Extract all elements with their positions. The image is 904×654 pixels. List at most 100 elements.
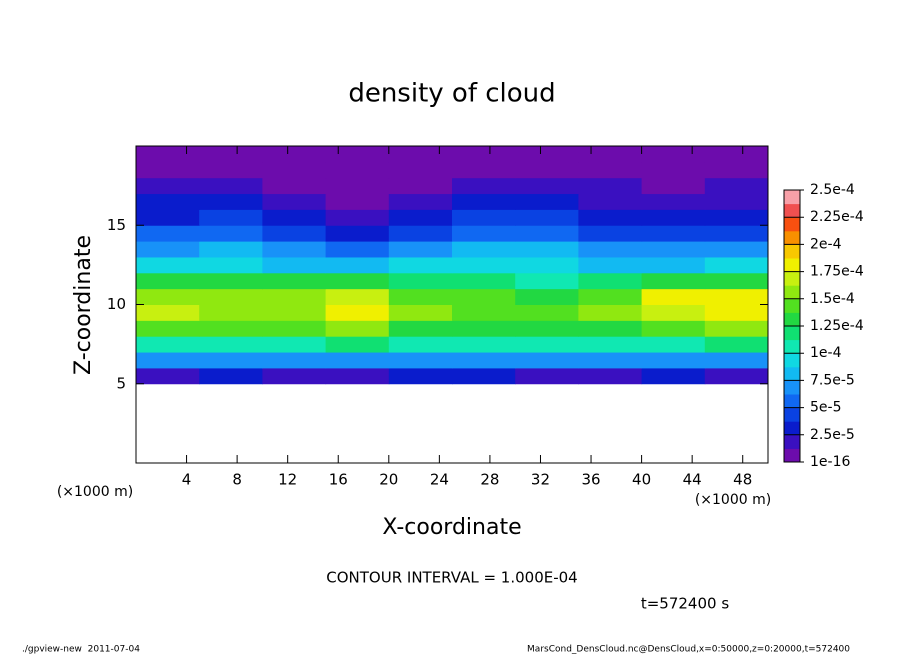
field-cell — [704, 161, 769, 179]
field-cell — [199, 288, 263, 305]
field-cell — [704, 304, 769, 321]
field-cell — [388, 241, 453, 258]
colorbar-label: 5e-5 — [810, 400, 841, 416]
chart-title: density of cloud — [348, 79, 555, 109]
field-cell — [704, 367, 769, 385]
colorbar-band — [784, 380, 800, 395]
field-cell — [641, 146, 706, 163]
field-cell — [515, 320, 579, 337]
field-cell — [136, 256, 200, 274]
field-cell — [515, 209, 579, 226]
field-cell — [704, 272, 769, 290]
x-tick-label: 44 — [683, 471, 702, 489]
field-cell — [199, 209, 263, 226]
field-cell — [452, 209, 516, 226]
field-cell — [325, 320, 390, 337]
field-cell — [704, 177, 769, 195]
field-cell — [325, 336, 390, 353]
field-cell — [641, 177, 706, 195]
field-cell — [515, 241, 579, 258]
field-cell — [515, 161, 579, 179]
field-cell — [325, 161, 390, 179]
field-cell — [452, 241, 516, 258]
colorbar-band — [784, 366, 800, 381]
field-cell — [641, 241, 706, 258]
field-cell — [578, 352, 643, 369]
colorbar-band — [784, 407, 800, 422]
field-cell — [452, 352, 516, 369]
colorbar-band — [784, 203, 800, 218]
field-cell — [136, 177, 200, 195]
field-cell — [325, 209, 390, 226]
field-cell — [578, 177, 643, 195]
field-cell — [704, 320, 769, 337]
field-cell — [136, 304, 200, 321]
colorbar-band — [784, 326, 800, 341]
field-cell — [199, 272, 263, 290]
field-cell — [452, 367, 516, 385]
field-cell — [578, 241, 643, 258]
field-cell — [515, 256, 579, 274]
field-cell — [199, 367, 263, 385]
field-cell — [641, 320, 706, 337]
colorbar-band — [784, 421, 800, 436]
colorbar-label: 1.25e-4 — [810, 318, 864, 334]
field-cell — [199, 146, 263, 163]
x-tick-label: 8 — [232, 471, 242, 489]
field-cell — [641, 352, 706, 369]
colorbar-band — [784, 353, 800, 368]
colorbar-band — [784, 271, 800, 286]
field-cell — [704, 241, 769, 258]
field-cell — [325, 241, 390, 258]
x-unit-label: (×1000 m) — [695, 492, 771, 508]
field-cell — [641, 225, 706, 242]
field-cell — [388, 304, 453, 321]
field-cell — [452, 272, 516, 290]
field-cell — [262, 320, 327, 337]
field-cell — [578, 336, 643, 353]
field-cell — [578, 161, 643, 179]
field-cell — [325, 288, 390, 305]
x-tick-label: 4 — [182, 471, 192, 489]
colorbar-band — [784, 244, 800, 259]
colorbar-band — [784, 434, 800, 449]
x-tick-label: 12 — [278, 471, 297, 489]
field-cell — [325, 256, 390, 274]
time-label: t=572400 s — [641, 595, 729, 613]
field-cell — [515, 272, 579, 290]
colorbar-band — [784, 285, 800, 300]
x-tick-label: 32 — [531, 471, 550, 489]
field-cell — [136, 352, 200, 369]
field-cell — [262, 256, 327, 274]
field-cell — [325, 225, 390, 242]
x-tick-label: 48 — [733, 471, 752, 489]
x-tick-label: 16 — [329, 471, 348, 489]
field-cell — [641, 304, 706, 321]
field-cell — [452, 336, 516, 353]
field-cell — [262, 272, 327, 290]
field-cell — [262, 193, 327, 210]
field-cell — [136, 146, 200, 163]
colorbar-label: 2e-4 — [810, 236, 842, 252]
field-cell — [199, 304, 263, 321]
field-cell — [388, 209, 453, 226]
field-cell — [325, 352, 390, 369]
field-cell — [136, 225, 200, 242]
field-cell — [262, 161, 327, 179]
y-tick-label: 15 — [107, 216, 126, 234]
field-cell — [641, 256, 706, 274]
field-cell — [325, 272, 390, 290]
field-cell — [641, 272, 706, 290]
y-tick-label: 10 — [107, 295, 126, 313]
x-axis-title: X-coordinate — [382, 515, 521, 540]
colorbar-band — [784, 190, 800, 205]
y-unit-label: (×1000 m) — [57, 484, 133, 500]
field-cell — [578, 288, 643, 305]
x-tick-label: 24 — [430, 471, 449, 489]
field-cell — [704, 336, 769, 353]
field-cell — [515, 336, 579, 353]
field-cell — [452, 225, 516, 242]
footer-right: MarsCond_DensCloud.nc@DensCloud,x=0:5000… — [527, 645, 850, 654]
field-cell — [199, 177, 263, 195]
